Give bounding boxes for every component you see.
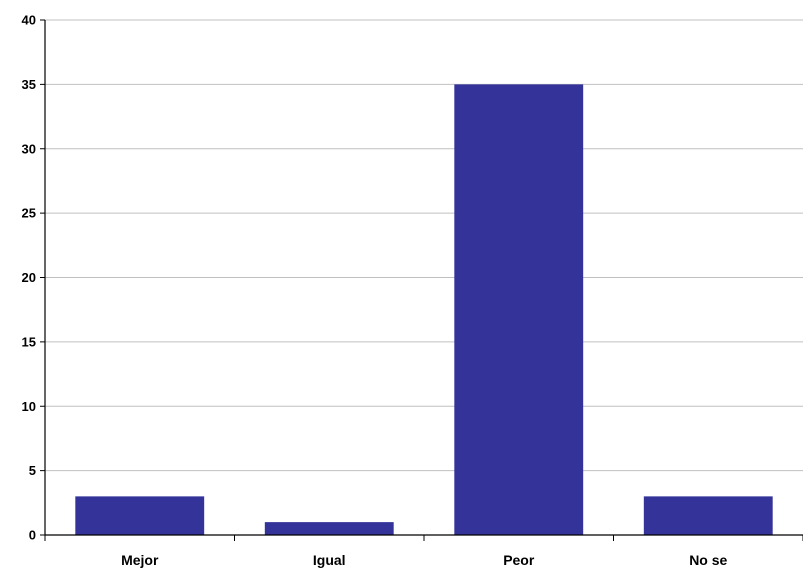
y-tick-label: 15: [22, 334, 36, 349]
y-tick-label: 25: [22, 206, 36, 221]
y-tick-label: 0: [29, 528, 36, 543]
x-category-label: Igual: [313, 552, 346, 568]
y-tick-label: 30: [22, 141, 36, 156]
y-tick-label: 40: [22, 13, 36, 28]
y-tick-label: 5: [29, 463, 36, 478]
x-category-label: No se: [689, 552, 727, 568]
x-category-labels: Mejor Igual Peor No se: [121, 552, 727, 568]
y-tick-labels: 0 5 10 15 20 25 30 35 40: [22, 13, 36, 543]
bars: [75, 84, 773, 535]
y-tick-label: 35: [22, 77, 36, 92]
y-tick-label: 20: [22, 270, 36, 285]
gridlines: [45, 19, 803, 472]
bar-no-se: [643, 496, 773, 535]
bar-peor: [454, 84, 584, 535]
bar-mejor: [75, 496, 205, 535]
axes: [40, 19, 803, 541]
x-category-label: Mejor: [121, 552, 159, 568]
y-tick-label: 10: [22, 399, 36, 414]
bar-igual: [264, 522, 394, 535]
x-category-label: Peor: [503, 552, 535, 568]
